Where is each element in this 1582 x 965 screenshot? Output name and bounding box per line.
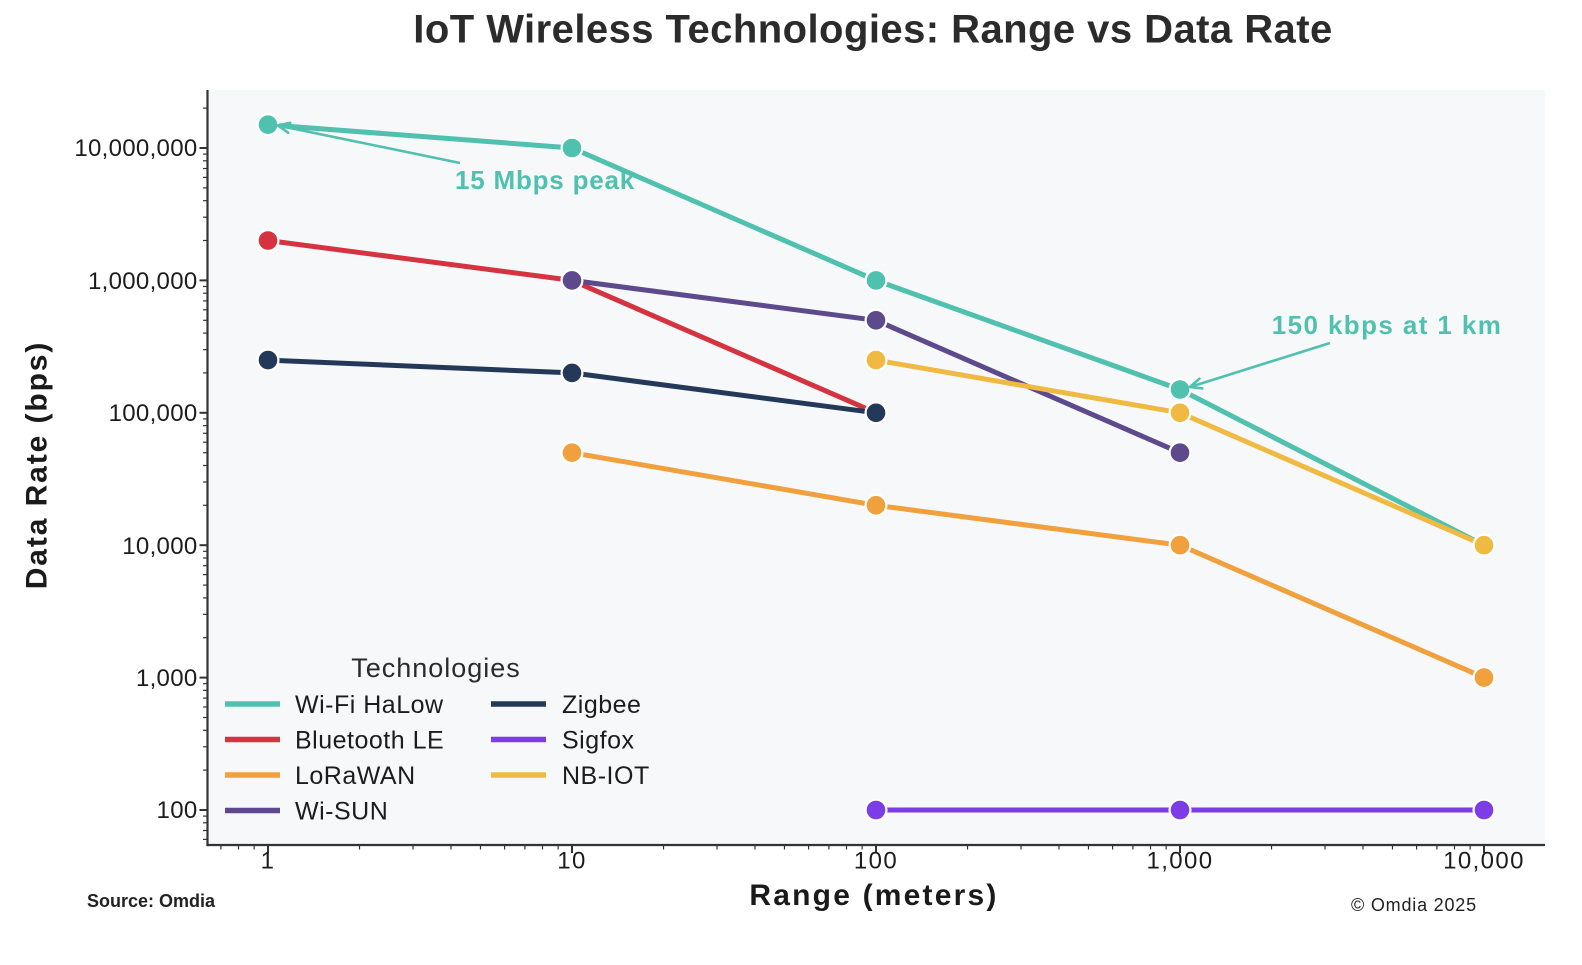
svg-text:150 kbps at 1 km: 150 kbps at 1 km (1272, 310, 1503, 340)
svg-text:10,000: 10,000 (122, 533, 197, 560)
svg-text:15 Mbps peak: 15 Mbps peak (455, 165, 635, 195)
svg-text:100,000: 100,000 (109, 400, 198, 427)
svg-text:10,000: 10,000 (1443, 848, 1525, 875)
svg-text:IoT Wireless Technologies: Ran: IoT Wireless Technologies: Range vs Data… (413, 8, 1332, 52)
svg-text:10,000,000: 10,000,000 (74, 135, 197, 162)
svg-text:1,000: 1,000 (1146, 848, 1213, 875)
svg-text:© Omdia 2025: © Omdia 2025 (1351, 895, 1477, 915)
svg-text:LoRaWAN: LoRaWAN (295, 762, 416, 790)
svg-text:Wi-Fi HaLow: Wi-Fi HaLow (295, 691, 444, 719)
svg-text:100: 100 (157, 797, 198, 824)
svg-text:1: 1 (261, 848, 276, 875)
svg-text:Technologies: Technologies (351, 653, 521, 683)
svg-text:100: 100 (854, 848, 898, 875)
svg-text:Range (meters): Range (meters) (749, 879, 998, 912)
svg-text:1,000,000: 1,000,000 (88, 268, 197, 295)
svg-text:Source: Omdia: Source: Omdia (87, 891, 216, 911)
svg-text:1,000: 1,000 (136, 665, 198, 692)
svg-text:Data Rate (bps): Data Rate (bps) (21, 341, 54, 590)
svg-text:10: 10 (557, 848, 587, 875)
svg-text:Zigbee: Zigbee (562, 691, 641, 719)
svg-text:Bluetooth LE: Bluetooth LE (295, 727, 444, 755)
svg-text:NB-IOT: NB-IOT (562, 762, 650, 790)
svg-text:Sigfox: Sigfox (562, 727, 634, 755)
svg-text:Wi-SUN: Wi-SUN (295, 798, 388, 826)
